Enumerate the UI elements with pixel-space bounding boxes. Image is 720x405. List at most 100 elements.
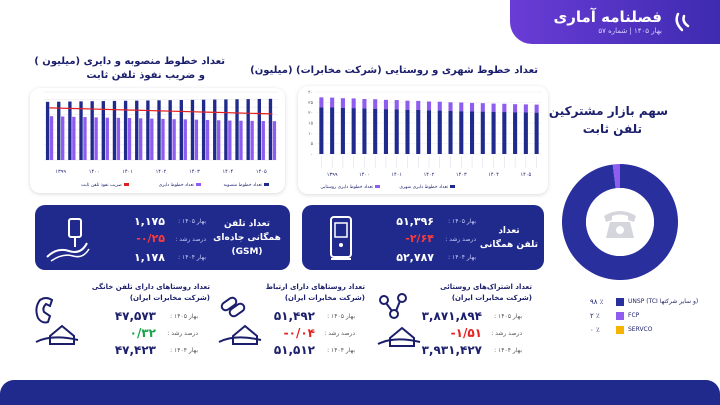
- active-bar: [94, 117, 98, 160]
- rural-bar: [362, 99, 367, 109]
- urban-bar: [362, 108, 367, 154]
- y-tick-label: ۱۵: [308, 122, 313, 127]
- gsm-previous-label: بهار ۱۴۰۴ :: [178, 254, 206, 261]
- rural-subs-previous-value: ۳,۹۳۱,۴۲۷: [421, 343, 482, 357]
- year-label: ۱۴۰۳: [189, 169, 200, 175]
- legend-label: تعداد خطوط دایری شهری: [399, 185, 448, 190]
- public-current-value: ۵۱,۳۹۶: [396, 215, 434, 228]
- rural-bar: [523, 104, 528, 113]
- installed-bar: [135, 100, 139, 160]
- rural-bar: [426, 101, 432, 111]
- installed-bar: [235, 99, 239, 160]
- active-bar: [183, 119, 187, 160]
- rural-link-title: تعداد روستاهای دارای ارتباط: [265, 283, 365, 291]
- market-pct-servco: ۰ ٪: [590, 326, 600, 334]
- installed-bar: [123, 100, 128, 160]
- rural-phone-current-value: ۴۷,۵۷۳: [114, 309, 156, 323]
- installed-bar: [146, 100, 150, 160]
- installed-bar: [112, 100, 117, 160]
- public-card-label-1: تعداد: [498, 226, 520, 236]
- active-bar: [228, 120, 232, 160]
- installed-bar: [90, 101, 94, 160]
- active-bar: [161, 118, 165, 160]
- market-pct-fcp: ۲ ٪: [590, 312, 600, 320]
- installed-bar: [68, 101, 72, 160]
- house-network-icon: [376, 292, 422, 352]
- active-bar: [172, 119, 176, 160]
- market-share-subtitle: تلفن ثابت: [582, 122, 642, 136]
- rural-bar: [330, 97, 335, 108]
- year-label: ۱۴۰۱: [122, 169, 133, 175]
- active-bar: [49, 116, 54, 160]
- installed-bar: [168, 100, 172, 160]
- legend-swatch: [124, 183, 129, 186]
- urban-bar: [534, 112, 539, 154]
- gsm-growth-value: -۰/۲۵: [136, 232, 165, 245]
- gsm-card-label-2: همگانی جاده‌ای: [213, 233, 281, 243]
- market-share-title: سهم بازار مشترکین: [548, 104, 668, 118]
- telephone-dial: [616, 226, 624, 234]
- year-label: ۱۴۰۴: [222, 169, 233, 175]
- urban-bar: [351, 108, 356, 154]
- rural-subs-source: (شرکت مخابرات ایران): [451, 294, 532, 302]
- year-label: ۱۴۰۵: [256, 169, 267, 175]
- rural-bar: [448, 102, 453, 112]
- installed-bar: [45, 101, 50, 160]
- urban-bar: [319, 107, 324, 154]
- rural-bar: [470, 102, 475, 112]
- urban-bar: [383, 109, 388, 154]
- urban-bar: [330, 107, 335, 154]
- urban-bar: [373, 108, 378, 154]
- rural-phone-previous-value: ۴۷,۴۲۳: [114, 343, 156, 357]
- urban-bar: [340, 107, 345, 154]
- rural-bar: [405, 100, 410, 110]
- installed-bar: [101, 101, 105, 160]
- publication-title: فصلنامه آماری: [553, 8, 662, 26]
- urban-rural-chart-title: تعداد خطوط شهری و روستایی (شرکت مخابرات)…: [250, 65, 538, 76]
- year-label: ۱۴۰۵: [520, 172, 531, 178]
- rural-bar: [491, 103, 496, 112]
- installed-bar: [213, 99, 217, 160]
- rural-phone-current-label: بهار ۱۴۰۵ :: [170, 313, 198, 320]
- urban-bar: [437, 110, 442, 154]
- rural-link-stat: تعداد روستاهای دارای ارتباط (شرکت مخابرا…: [215, 282, 365, 362]
- rural-subs-previous-label: بهار ۱۴۰۴ :: [494, 347, 522, 354]
- rural-bar: [319, 97, 324, 108]
- telephone-icon: [604, 211, 636, 238]
- installed-bar: [257, 98, 261, 160]
- public-growth-value: -۲/۶۴: [405, 232, 434, 245]
- road-phone-icon: [43, 213, 91, 263]
- rural-subs-current-label: بهار ۱۴۰۵ :: [494, 313, 522, 320]
- donut-slice: [562, 164, 678, 280]
- active-bar: [261, 121, 265, 160]
- urban-bar: [502, 112, 507, 154]
- year-label: ۱۴۰۴: [488, 172, 499, 178]
- legend-label: تعداد خطوط منصوبه: [223, 183, 262, 188]
- rural-subs-growth-label: درصد رشد :: [491, 330, 522, 337]
- urban-rural-chart: ۳۰ ۲۵ ۲۰ ۱۵ ۱۰ ۵ ۰ ۱۳۹۹ ۱۴۰۰ ۱۴۰۱ ۱۴۰۲ ۱۴۰۳ ۱۴۰۴ ۱۴۰۵…: [308, 90, 542, 190]
- urban-bar: [470, 111, 475, 154]
- legend-swatch-fcp: [616, 312, 624, 320]
- installed-bar: [57, 101, 61, 160]
- urban-bar: [459, 111, 464, 154]
- rural-link-current-value: ۵۱,۴۹۲: [273, 309, 315, 323]
- rural-phone-source: (شرکت مخابرات ایران): [129, 294, 210, 302]
- penetration-line: [49, 107, 273, 115]
- house-phone-icon: [32, 294, 80, 352]
- rural-bar: [416, 100, 421, 110]
- market-label-fcp: FCP: [628, 312, 640, 319]
- active-bar: [217, 120, 221, 160]
- rural-link-previous-value: ۵۱,۵۱۲: [273, 343, 315, 357]
- rural-link-growth-value: -۰/۰۴: [283, 326, 315, 340]
- active-bar: [72, 116, 76, 160]
- year-label: ۱۳۹۹: [327, 172, 338, 178]
- logo-icon: [672, 10, 700, 34]
- rural-phone-growth-label: درصد رشد :: [167, 330, 198, 337]
- y-tick-label: ۳۰: [308, 90, 313, 96]
- installed-bar: [224, 99, 228, 160]
- rural-phone-title: تعداد روستاهای دارای تلفن خانگی: [91, 283, 210, 291]
- rural-phone-stat: تعداد روستاهای دارای تلفن خانگی (شرکت مخ…: [30, 282, 210, 362]
- footer-band: [0, 380, 720, 405]
- legend-swatch: [264, 183, 269, 186]
- rural-bar: [459, 102, 464, 112]
